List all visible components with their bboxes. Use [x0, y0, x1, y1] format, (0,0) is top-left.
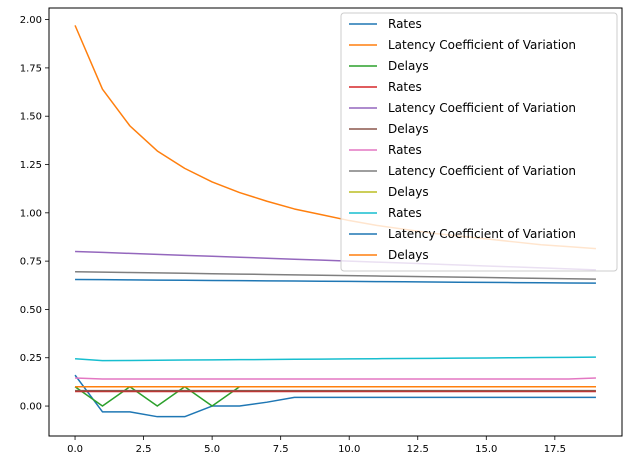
x-tick-label: 0.0	[67, 444, 83, 455]
y-tick-label: 0.50	[20, 305, 42, 316]
legend-label: Delays	[388, 59, 429, 73]
x-tick-label: 12.5	[407, 444, 429, 455]
x-tick-label: 7.5	[273, 444, 289, 455]
legend-label: Delays	[388, 122, 429, 136]
x-tick-label: 10.0	[338, 444, 360, 455]
axis-layer: 0.0 2.5 5.0 7.5 10.0 12.5 15.0 17.5 0.00 0.25 0.50…	[20, 15, 566, 455]
y-tick-label: 0.25	[20, 353, 42, 364]
series-line-1	[74, 374, 596, 418]
plot-frame	[48, 7, 623, 437]
legend-label: Delays	[388, 185, 429, 199]
legend-label: Delays	[388, 248, 429, 262]
series-line-7	[75, 377, 596, 380]
x-tick-label: 15.0	[475, 444, 497, 455]
series-layer	[74, 25, 597, 418]
legend-label: Rates	[388, 80, 422, 94]
y-tick-label: 1.50	[20, 112, 42, 123]
legend-label: Latency Coefficient of Variation	[388, 227, 576, 241]
legend: Rates Latency Coefficient of Variation Del…	[340, 12, 618, 272]
legend-label: Rates	[388, 206, 422, 220]
legend-label: Rates	[388, 17, 422, 31]
legend-label: Latency Coefficient of Variation	[388, 101, 576, 115]
y-tick-label: 1.00	[20, 208, 42, 219]
y-tick-label: 1.25	[20, 160, 42, 171]
series-line-11	[75, 278, 596, 284]
legend-box	[340, 12, 618, 272]
x-tick-label: 2.5	[136, 444, 152, 455]
y-tick-label: 1.75	[20, 63, 42, 74]
legend-label: Rates	[388, 143, 422, 157]
legend-label: Latency Coefficient of Variation	[388, 38, 576, 52]
y-tick-label: 2.00	[20, 15, 42, 26]
x-tick-label: 5.0	[204, 444, 220, 455]
series-line-8	[75, 271, 596, 280]
y-tick-label: 0.75	[20, 257, 42, 268]
y-tick-label: 0.00	[20, 402, 42, 413]
legend-label: Latency Coefficient of Variation	[388, 164, 576, 178]
series-line-10	[74, 356, 596, 362]
x-tick-label: 17.5	[544, 444, 566, 455]
